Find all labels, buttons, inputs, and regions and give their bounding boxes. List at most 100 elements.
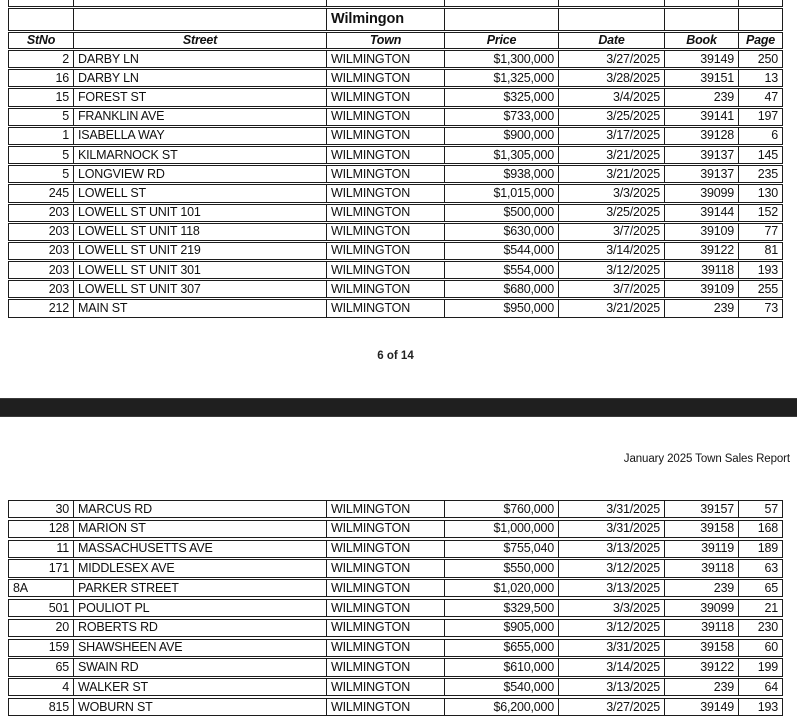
- cell-stno: 171: [48, 561, 69, 576]
- group-header-label: Wilmingon: [326, 9, 444, 30]
- cell-book: 239: [664, 89, 738, 106]
- cell-price: $733,000: [444, 108, 558, 125]
- cell-price: [444, 0, 558, 6]
- cell-town: WILMINGTON: [326, 262, 444, 279]
- cell-book: 39119: [664, 540, 738, 557]
- cell-book: 39151: [664, 70, 738, 87]
- table-row: 4 WALKER ST WILMINGTON $540,000 3/13/2025 239…: [8, 678, 783, 697]
- cell-page: 47: [738, 89, 782, 106]
- cell-date: 3/27/2025: [558, 51, 664, 68]
- column-header-date: Date: [558, 32, 664, 48]
- cell-date: 3/25/2025: [558, 108, 664, 125]
- cell-town: WILMINGTON: [326, 520, 444, 538]
- cell-book: 39099: [664, 185, 738, 202]
- table-row: 203 LOWELL ST UNIT 307 WILMINGTON $680,000 3…: [8, 280, 783, 299]
- page-indicator: 6 of 14: [377, 350, 414, 362]
- cell-book: 239: [664, 580, 738, 597]
- cell-stno: 2: [62, 51, 69, 66]
- cell-street: FRANKLIN AVE: [73, 108, 326, 125]
- cell-town: WILMINGTON: [326, 70, 444, 87]
- table-row: 203 LOWELL ST UNIT 301 WILMINGTON $554,000 3…: [8, 261, 783, 280]
- column-header-row: StNo Street Town Price Date Book Page: [8, 31, 783, 49]
- cell-street: POULIOT PL: [73, 599, 326, 617]
- table-row: 15 FOREST ST WILMINGTON $325,000 3/4/2025 239…: [8, 88, 783, 107]
- cell-stno: [9, 9, 73, 30]
- cell-street: [73, 9, 326, 30]
- cell-price: $1,015,000: [444, 185, 558, 202]
- table-row: 16 DARBY LN WILMINGTON $1,325,000 3/28/2025 3…: [8, 69, 783, 88]
- table-row: 159 SHAWSHEEN AVE WILMINGTON $655,000 3/31/2…: [8, 638, 783, 657]
- cell-price: $905,000: [444, 619, 558, 637]
- column-header-stno: StNo: [26, 32, 56, 47]
- cell-street: MARION ST: [73, 520, 326, 538]
- page-break-bar: [0, 398, 797, 417]
- cell-stno: 16: [55, 70, 69, 85]
- cell-page: 193: [738, 698, 782, 716]
- cell-price: $755,040: [444, 540, 558, 557]
- table-row: 5 KILMARNOCK ST WILMINGTON $1,305,000 3/21/2…: [8, 145, 783, 165]
- cell-stno: 203: [48, 205, 69, 220]
- cell-town: [326, 0, 444, 6]
- cell-street: LOWELL ST UNIT 307: [73, 281, 326, 298]
- cell-book: 39109: [664, 223, 738, 240]
- cell-date: 3/13/2025: [558, 580, 664, 597]
- cell-stno: 15: [55, 89, 69, 104]
- cell-stno: 203: [48, 262, 69, 277]
- cell-town: WILMINGTON: [326, 659, 444, 676]
- cell-price: $950,000: [444, 300, 558, 317]
- cell-date: 3/31/2025: [558, 501, 664, 518]
- cell-page: 130: [738, 185, 782, 202]
- cell-town: WILMINGTON: [326, 639, 444, 656]
- cell-town: WILMINGTON: [326, 166, 444, 183]
- report-title: January 2025 Town Sales Report: [623, 453, 790, 465]
- cell-date: 3/21/2025: [558, 146, 664, 164]
- cell-date: 3/21/2025: [558, 166, 664, 183]
- cell-street: LONGVIEW RD: [73, 166, 326, 183]
- cell-price: $1,000,000: [444, 520, 558, 538]
- cell-date: 3/25/2025: [558, 204, 664, 221]
- cell-street: LOWELL ST UNIT 101: [73, 204, 326, 221]
- cell-page: 199: [738, 659, 782, 676]
- cell-price: $630,000: [444, 223, 558, 240]
- cell-street: MASSACHUSETTS AVE: [73, 540, 326, 557]
- cell-page: 21: [738, 599, 782, 617]
- cell-street: ISABELLA WAY: [73, 127, 326, 144]
- cell-page: 81: [738, 242, 782, 260]
- column-header-price: Price: [444, 32, 558, 48]
- cell-date: 3/21/2025: [558, 300, 664, 317]
- cell-street: ROBERTS RD: [73, 619, 326, 637]
- table-row: 128 MARION ST WILMINGTON $1,000,000 3/31/202…: [8, 519, 783, 539]
- cell-town: WILMINGTON: [326, 281, 444, 298]
- cell-date: 3/4/2025: [558, 89, 664, 106]
- table-row: 20 ROBERTS RD WILMINGTON $905,000 3/12/2025 3…: [8, 618, 783, 638]
- cell-book: 39149: [664, 51, 738, 68]
- cell-page: 235: [738, 166, 782, 183]
- cell-page: 13: [738, 70, 782, 87]
- cell-book: 239: [664, 300, 738, 317]
- cell-book: 39149: [664, 698, 738, 716]
- cell-street: SHAWSHEEN AVE: [73, 639, 326, 656]
- cell-town: WILMINGTON: [326, 185, 444, 202]
- cell-book: 239: [664, 679, 738, 696]
- cell-street: SWAIN RD: [73, 659, 326, 676]
- cell-stno: 815: [48, 699, 69, 714]
- cell-date: 3/31/2025: [558, 520, 664, 538]
- sales-table-top: Wilmingon StNo Street Town Price Date Bo…: [8, 0, 783, 319]
- cell-stno: 203: [48, 281, 69, 296]
- cell-town: WILMINGTON: [326, 501, 444, 518]
- cell-book: 39158: [664, 520, 738, 538]
- cell-page: [738, 9, 782, 30]
- cell-date: 3/7/2025: [558, 281, 664, 298]
- cell-date: 3/31/2025: [558, 639, 664, 656]
- cell-book: 39099: [664, 599, 738, 617]
- cell-stno: 501: [48, 600, 69, 615]
- cell-page: 60: [738, 639, 782, 656]
- cell-stno: [9, 0, 73, 6]
- cell-street: FOREST ST: [73, 89, 326, 106]
- cell-page: 230: [738, 619, 782, 637]
- cell-book: 39137: [664, 146, 738, 164]
- cell-page: 152: [738, 204, 782, 221]
- cell-price: $655,000: [444, 639, 558, 656]
- cell-page: 64: [738, 679, 782, 696]
- cell-street: LOWELL ST UNIT 118: [73, 223, 326, 240]
